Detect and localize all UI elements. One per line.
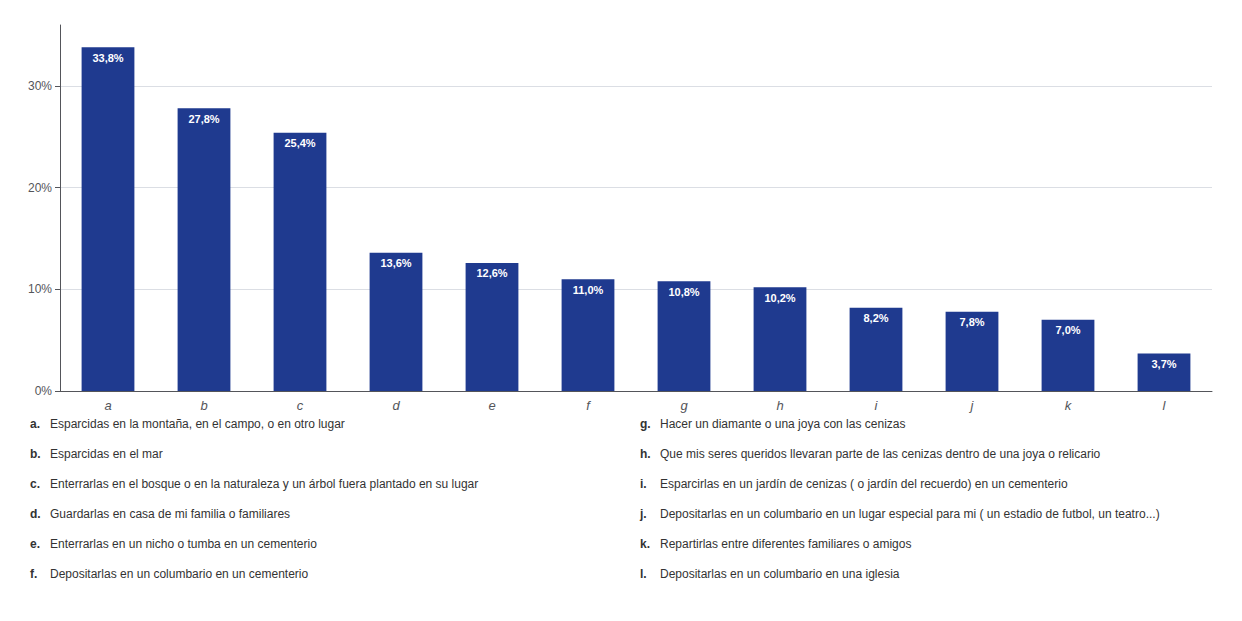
svg-text:Repartirlas entre diferentes f: Repartirlas entre diferentes familiares …	[660, 537, 911, 551]
svg-text:f: f	[586, 398, 591, 413]
svg-text:i: i	[875, 398, 879, 413]
svg-text:f.: f.	[30, 567, 37, 581]
svg-text:Esparcidas en la montaña, en e: Esparcidas en la montaña, en el campo, o…	[50, 417, 345, 431]
svg-text:Depositarlas en un columbario: Depositarlas en un columbario en un luga…	[660, 507, 1160, 521]
svg-text:a: a	[104, 398, 111, 413]
svg-text:Que mis seres queridos llevara: Que mis seres queridos llevaran parte de…	[660, 447, 1101, 461]
svg-text:Depositarlas en un columbario: Depositarlas en un columbario en una igl…	[660, 567, 900, 581]
svg-text:13,6%: 13,6%	[380, 257, 411, 269]
svg-text:Enterrarlas en un nicho o tumb: Enterrarlas en un nicho o tumba en un ce…	[50, 537, 317, 551]
svg-text:7,8%: 7,8%	[959, 316, 984, 328]
svg-text:c.: c.	[30, 477, 40, 491]
svg-text:27,8%: 27,8%	[188, 113, 219, 125]
svg-text:11,0%: 11,0%	[573, 284, 604, 296]
svg-text:25,4%: 25,4%	[284, 137, 315, 149]
svg-text:20%: 20%	[28, 181, 52, 195]
svg-text:Hacer un diamante o una joya c: Hacer un diamante o una joya con las cen…	[660, 417, 905, 431]
svg-text:h.: h.	[640, 447, 651, 461]
svg-text:d: d	[392, 398, 400, 413]
svg-text:Enterrarlas en el bosque o en: Enterrarlas en el bosque o en la natural…	[50, 477, 478, 491]
svg-text:12,6%: 12,6%	[476, 267, 507, 279]
svg-text:g.: g.	[640, 417, 651, 431]
svg-text:Esparcirlas en un jardín de ce: Esparcirlas en un jardín de cenizas ( o …	[660, 477, 1068, 491]
svg-text:7,0%: 7,0%	[1055, 324, 1080, 336]
svg-text:k.: k.	[640, 537, 650, 551]
svg-text:e.: e.	[30, 537, 40, 551]
svg-text:d.: d.	[30, 507, 41, 521]
svg-text:j.: j.	[639, 507, 647, 521]
svg-text:33,8%: 33,8%	[92, 52, 123, 64]
svg-text:j: j	[969, 398, 975, 413]
svg-text:i.: i.	[640, 477, 647, 491]
svg-text:c: c	[297, 398, 304, 413]
svg-text:l: l	[1163, 398, 1167, 413]
svg-text:b: b	[200, 398, 207, 413]
svg-text:30%: 30%	[28, 79, 52, 93]
svg-text:b.: b.	[30, 447, 41, 461]
svg-text:Esparcidas en el mar: Esparcidas en el mar	[50, 447, 163, 461]
svg-text:a.: a.	[30, 417, 40, 431]
svg-text:Guardarlas en casa de mi famil: Guardarlas en casa de mi familia o famil…	[50, 507, 290, 521]
svg-text:10%: 10%	[28, 282, 52, 296]
svg-text:0%: 0%	[35, 384, 53, 398]
svg-text:10,8%: 10,8%	[668, 286, 699, 298]
svg-text:e: e	[488, 398, 495, 413]
svg-text:Depositarlas en un columbario: Depositarlas en un columbario en un ceme…	[50, 567, 308, 581]
svg-text:3,7%: 3,7%	[1151, 358, 1176, 370]
svg-text:8,2%: 8,2%	[863, 312, 888, 324]
svg-text:k: k	[1065, 398, 1073, 413]
svg-text:g: g	[680, 398, 688, 413]
svg-text:l.: l.	[640, 567, 647, 581]
svg-text:10,2%: 10,2%	[764, 292, 795, 304]
svg-text:h: h	[776, 398, 783, 413]
